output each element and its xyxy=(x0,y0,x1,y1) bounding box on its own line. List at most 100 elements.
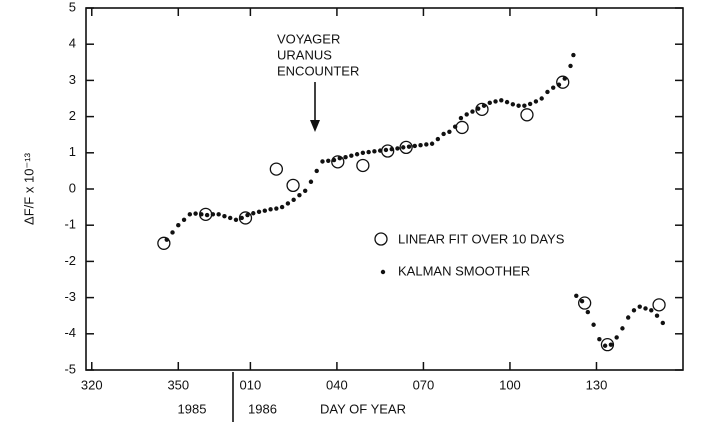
fit-point xyxy=(356,158,370,173)
x-tick-label: 100 xyxy=(499,377,521,392)
kalman-point xyxy=(395,146,400,151)
kalman-point xyxy=(418,142,423,148)
kalman-point xyxy=(297,192,302,198)
annotation: VOYAGER xyxy=(277,31,340,46)
kalman-point xyxy=(383,147,389,153)
kalman-point xyxy=(579,299,585,304)
legend-marker xyxy=(380,269,386,275)
kalman-point xyxy=(458,115,464,121)
kalman-point xyxy=(487,100,492,106)
kalman-point xyxy=(660,320,666,326)
kalman-point xyxy=(401,145,406,150)
x-tick-label: 070 xyxy=(413,377,435,392)
kalman-point xyxy=(291,197,296,203)
kalman-point xyxy=(193,211,198,216)
fit-point xyxy=(455,120,469,135)
y-tick-label: 5 xyxy=(69,0,76,14)
fit-point xyxy=(652,298,666,312)
kalman-point xyxy=(187,212,193,217)
kalman-point xyxy=(571,52,576,58)
y-tick-label: 0 xyxy=(69,180,76,195)
y-tick-label: 2 xyxy=(69,108,76,123)
x-tick-label: 320 xyxy=(81,377,103,392)
kalman-point xyxy=(562,76,567,81)
plot-frame xyxy=(85,7,684,371)
kalman-point xyxy=(522,103,527,108)
x-tick-label: 040 xyxy=(326,377,348,392)
y-tick-label: -2 xyxy=(64,253,76,268)
kalman-point xyxy=(268,207,273,212)
kalman-point xyxy=(631,308,637,313)
kalman-point xyxy=(377,148,383,153)
kalman-point xyxy=(366,149,371,155)
x-tick-label: 130 xyxy=(586,377,608,392)
kalman-point xyxy=(228,215,233,221)
kalman-point xyxy=(314,168,319,174)
fit-point xyxy=(286,178,300,193)
kalman-point xyxy=(504,99,510,105)
x-axis-label: DAY OF YEAR xyxy=(320,401,406,416)
kalman-point xyxy=(591,322,596,327)
kalman-point xyxy=(499,98,504,103)
kalman-point xyxy=(614,335,619,340)
x-tick-label: 010 xyxy=(240,377,262,392)
kalman-point xyxy=(533,99,539,104)
y-axis-label: ΔF/F x 10⁻¹³ xyxy=(21,152,36,225)
kalman-point xyxy=(216,212,221,217)
kalman-point xyxy=(360,150,366,155)
kalman-point xyxy=(643,306,648,311)
kalman-point xyxy=(239,215,244,221)
kalman-point xyxy=(585,309,591,315)
y-tick-label: -5 xyxy=(64,361,76,376)
kalman-point xyxy=(251,211,256,216)
kalman-point xyxy=(470,109,475,114)
kalman-point xyxy=(343,154,348,160)
kalman-point xyxy=(204,212,210,218)
kalman-point xyxy=(354,152,360,157)
kalman-point xyxy=(262,208,268,213)
kalman-point xyxy=(527,101,533,107)
kalman-point xyxy=(320,159,325,164)
kalman-point xyxy=(608,342,614,347)
kalman-point xyxy=(245,212,250,218)
kalman-point xyxy=(412,143,417,149)
kalman-point xyxy=(493,99,498,104)
kalman-point xyxy=(256,209,262,215)
kalman-point xyxy=(349,153,354,158)
fit-point xyxy=(578,296,592,310)
kalman-point xyxy=(222,213,227,219)
y-tick-label: 4 xyxy=(69,36,76,51)
kalman-point xyxy=(574,293,579,298)
kalman-point xyxy=(331,157,337,163)
legend-label: LINEAR FIT OVER 10 DAYS xyxy=(398,231,565,246)
kalman-point xyxy=(447,129,452,135)
kalman-point xyxy=(389,146,394,152)
kalman-point xyxy=(435,136,441,142)
kalman-point xyxy=(626,315,631,320)
fit-point xyxy=(269,162,283,176)
kalman-point xyxy=(441,131,446,137)
fit-point xyxy=(399,140,413,155)
legend-marker xyxy=(374,232,388,246)
arrow-head xyxy=(310,120,320,132)
kalman-point xyxy=(602,343,608,348)
kalman-point xyxy=(556,82,562,87)
kalman-point xyxy=(481,103,487,108)
kalman-point xyxy=(170,230,175,235)
legend-label: KALMAN SMOOTHER xyxy=(398,263,530,278)
kalman-point xyxy=(176,223,181,228)
kalman-point xyxy=(597,337,602,342)
kalman-point xyxy=(199,212,204,217)
kalman-point xyxy=(424,142,429,147)
kalman-point xyxy=(372,149,377,154)
kalman-point xyxy=(637,304,642,309)
y-tick-label: -3 xyxy=(64,289,76,304)
kalman-point xyxy=(274,206,279,211)
kalman-point xyxy=(285,201,291,206)
fit-point xyxy=(520,108,534,122)
y-tick-label: 3 xyxy=(69,72,76,87)
kalman-point xyxy=(539,96,544,101)
kalman-point xyxy=(654,313,660,318)
kalman-point xyxy=(516,103,521,108)
kalman-point xyxy=(452,124,458,129)
